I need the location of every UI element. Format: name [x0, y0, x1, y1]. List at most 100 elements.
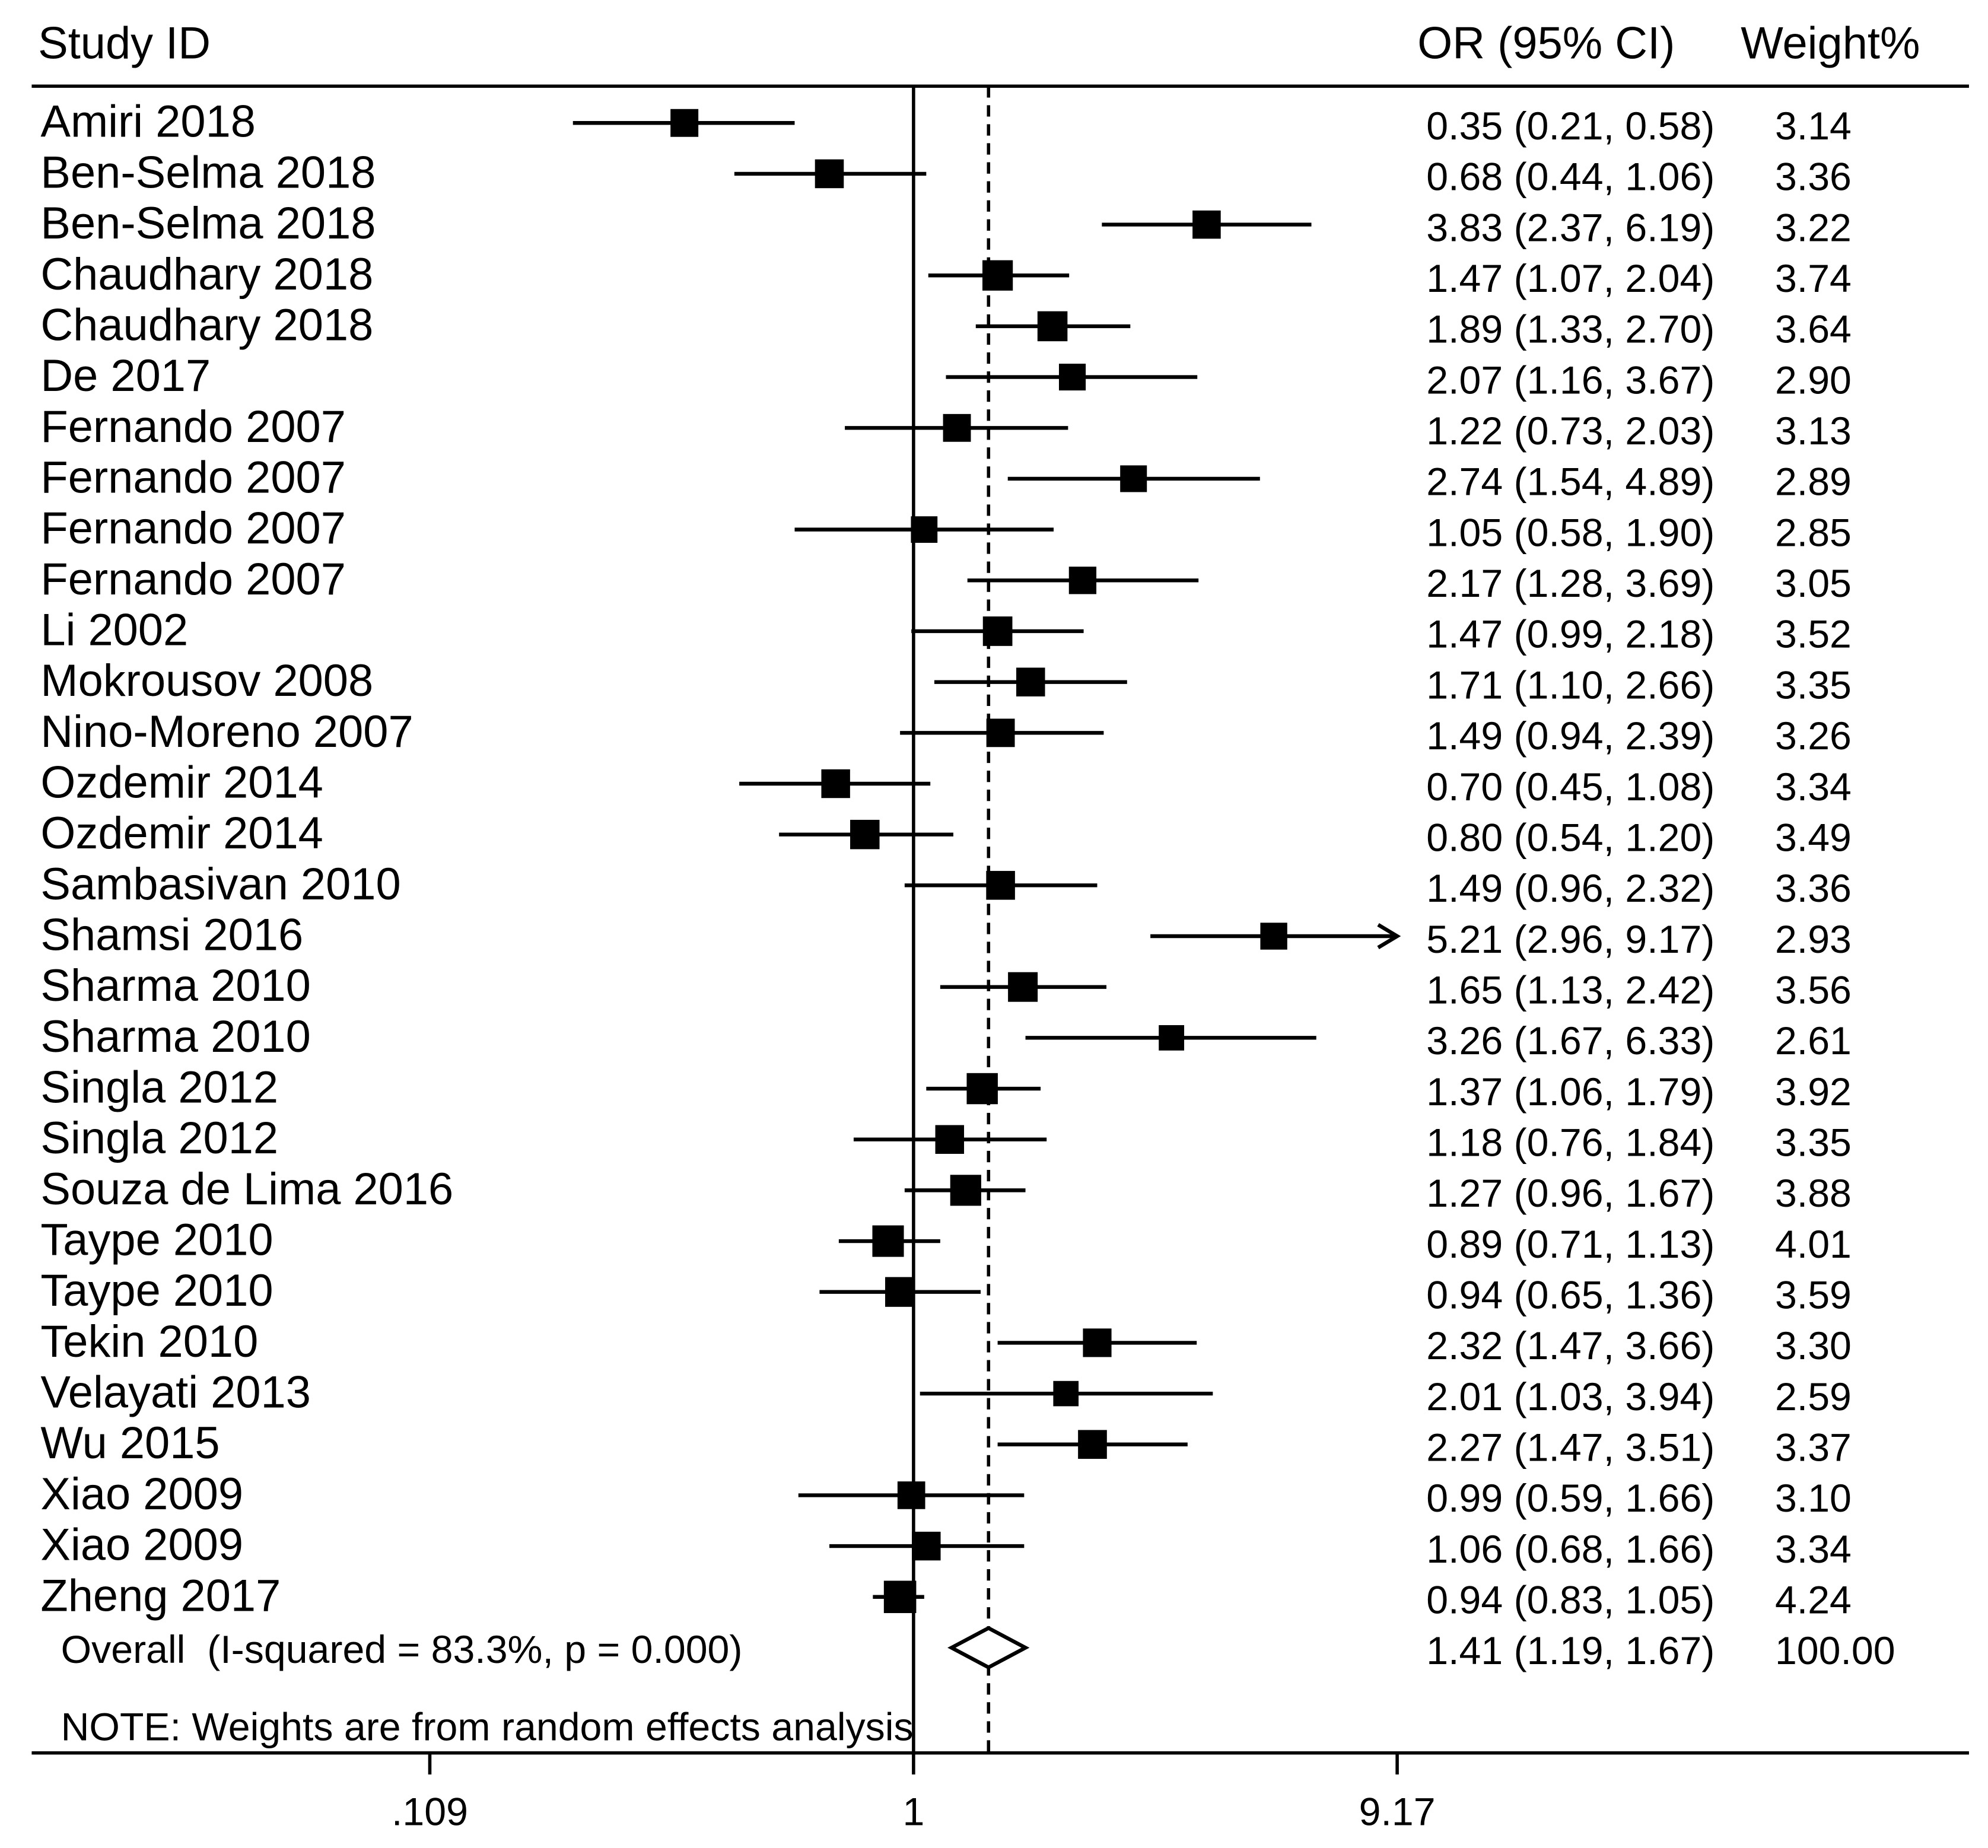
study-row: Xiao 2009 0.99 (0.59, 1.66) 3.10 [40, 1469, 1852, 1521]
or-ci-value: 5.21 (2.96, 9.17) [1426, 918, 1715, 962]
effect-square [670, 109, 699, 137]
or-ci-value: 0.94 (0.83, 1.05) [1426, 1579, 1715, 1623]
weights-note: NOTE: Weights are from random effects an… [61, 1705, 914, 1749]
weight-value: 3.10 [1775, 1477, 1852, 1521]
study-label: Ben-Selma 2018 [40, 198, 376, 249]
or-ci-value: 3.83 (2.37, 6.19) [1426, 206, 1715, 250]
weight-value: 3.35 [1775, 1121, 1852, 1165]
weight-value: 3.26 [1775, 714, 1852, 758]
or-ci-value: 1.47 (1.07, 2.04) [1426, 257, 1715, 301]
or-ci-value: 1.49 (0.94, 2.39) [1426, 714, 1715, 758]
weight-value: 2.59 [1775, 1375, 1852, 1419]
or-ci-value: 1.71 (1.10, 2.66) [1426, 663, 1715, 707]
effect-square [950, 1175, 981, 1206]
study-row: Chaudhary 2018 1.47 (1.07, 2.04) 3.74 [40, 249, 1852, 301]
or-ci-value: 1.47 (0.99, 2.18) [1426, 613, 1715, 657]
effect-square [885, 1277, 915, 1307]
study-row: Ben-Selma 2018 3.83 (2.37, 6.19) 3.22 [40, 198, 1852, 250]
or-ci-value: 2.01 (1.03, 3.94) [1426, 1375, 1715, 1419]
effect-square [986, 871, 1015, 900]
or-ci-value: 0.80 (0.54, 1.20) [1426, 816, 1715, 860]
weight-value: 4.01 [1775, 1223, 1852, 1267]
study-label: De 2017 [40, 351, 211, 401]
study-label: Sharma 2010 [40, 1012, 310, 1062]
effect-square [943, 414, 971, 442]
x-tick-label: .109 [392, 1790, 468, 1834]
study-row: Singla 2012 1.18 (0.76, 1.84) 3.35 [40, 1113, 1852, 1165]
study-row: Amiri 2018 0.35 (0.21, 0.58) 3.14 [40, 97, 1852, 148]
study-row: Taype 2010 0.94 (0.65, 1.36) 3.59 [40, 1265, 1852, 1317]
or-ci-value: 3.26 (1.67, 6.33) [1426, 1019, 1715, 1063]
study-row: Fernando 2007 2.74 (1.54, 4.89) 2.89 [40, 452, 1852, 504]
study-label: Singla 2012 [40, 1113, 278, 1163]
weight-value: 3.59 [1775, 1274, 1852, 1318]
weight-value: 3.36 [1775, 867, 1852, 911]
weight-value: 3.34 [1775, 1528, 1852, 1572]
weight-value: 4.24 [1775, 1579, 1852, 1623]
weight-value: 3.36 [1775, 155, 1852, 199]
or-ci-value: 1.06 (0.68, 1.66) [1426, 1528, 1715, 1572]
or-ci-value: 0.99 (0.59, 1.66) [1426, 1477, 1715, 1521]
effect-square [1008, 972, 1038, 1002]
study-row: Taype 2010 0.89 (0.71, 1.13) 4.01 [40, 1215, 1852, 1267]
effect-square [1053, 1381, 1079, 1407]
effect-square [1016, 667, 1045, 696]
effect-square [1058, 364, 1086, 391]
effect-square [1192, 210, 1221, 239]
study-label: Wu 2015 [40, 1418, 220, 1468]
or-ci-value: 1.22 (0.73, 2.03) [1426, 409, 1715, 453]
study-label: Xiao 2009 [40, 1469, 243, 1519]
study-row: Sharma 2010 3.26 (1.67, 6.33) 2.61 [40, 1012, 1852, 1063]
study-row: Fernando 2007 2.17 (1.28, 3.69) 3.05 [40, 554, 1852, 606]
weight-value: 3.37 [1775, 1426, 1852, 1470]
or-ci-value: 1.65 (1.13, 2.42) [1426, 968, 1715, 1012]
study-row: Chaudhary 2018 1.89 (1.33, 2.70) 3.64 [40, 300, 1852, 351]
effect-square [982, 260, 1013, 291]
or-ci-value: 1.27 (0.96, 1.67) [1426, 1172, 1715, 1216]
weight-value: 3.49 [1775, 816, 1852, 860]
weight-value: 3.52 [1775, 613, 1852, 657]
column-header-or-ci: OR (95% CI) [1417, 18, 1675, 68]
effect-square [815, 159, 844, 189]
weight-value: 3.34 [1775, 765, 1852, 809]
study-label: Souza de Lima 2016 [40, 1164, 453, 1214]
column-header-weight: Weight% [1741, 18, 1920, 68]
study-label: Ozdemir 2014 [40, 808, 323, 858]
study-rows: Amiri 2018 0.35 (0.21, 0.58) 3.14Ben-Selma… [40, 97, 1852, 1623]
study-label: Shamsi 2016 [40, 910, 303, 960]
study-label: Taype 2010 [40, 1215, 273, 1265]
study-row: Fernando 2007 1.05 (0.58, 1.90) 2.85 [40, 503, 1852, 555]
weight-value: 2.93 [1775, 918, 1852, 962]
study-label: Fernando 2007 [40, 402, 346, 452]
effect-square [1159, 1025, 1185, 1051]
effect-square [1083, 1328, 1112, 1357]
study-row: Wu 2015 2.27 (1.47, 3.51) 3.37 [40, 1418, 1852, 1470]
overall-label: Overall (I-squared = 83.3%, p = 0.000) [61, 1628, 743, 1672]
study-row: Mokrousov 2008 1.71 (1.10, 2.66) 3.35 [40, 656, 1852, 707]
or-ci-value: 1.05 (0.58, 1.90) [1426, 511, 1715, 555]
weight-value: 2.85 [1775, 511, 1852, 555]
effect-square [1068, 567, 1097, 594]
study-label: Fernando 2007 [40, 503, 346, 554]
weight-value: 3.22 [1775, 206, 1852, 250]
weight-value: 3.64 [1775, 308, 1852, 352]
study-row: Sambasivan 2010 1.49 (0.96, 2.32) 3.36 [40, 859, 1852, 911]
effect-square [821, 769, 850, 799]
weight-value: 3.92 [1775, 1070, 1852, 1114]
effect-square [935, 1125, 965, 1154]
study-label: Sharma 2010 [40, 960, 310, 1011]
x-tick-label: 1 [902, 1790, 924, 1834]
study-label: Chaudhary 2018 [40, 300, 373, 350]
or-ci-value: 0.35 (0.21, 0.58) [1426, 104, 1715, 148]
study-row: Singla 2012 1.37 (1.06, 1.79) 3.92 [40, 1063, 1852, 1114]
study-row: Ozdemir 2014 0.80 (0.54, 1.20) 3.49 [40, 808, 1852, 860]
effect-square [1078, 1430, 1107, 1459]
study-label: Amiri 2018 [40, 97, 256, 147]
study-row: Fernando 2007 1.22 (0.73, 2.03) 3.13 [40, 402, 1852, 453]
study-label: Li 2002 [40, 605, 188, 655]
study-label: Fernando 2007 [40, 452, 346, 502]
or-ci-value: 1.89 (1.33, 2.70) [1426, 308, 1715, 352]
or-ci-value: 1.37 (1.06, 1.79) [1426, 1070, 1715, 1114]
weight-value: 3.74 [1775, 257, 1852, 301]
